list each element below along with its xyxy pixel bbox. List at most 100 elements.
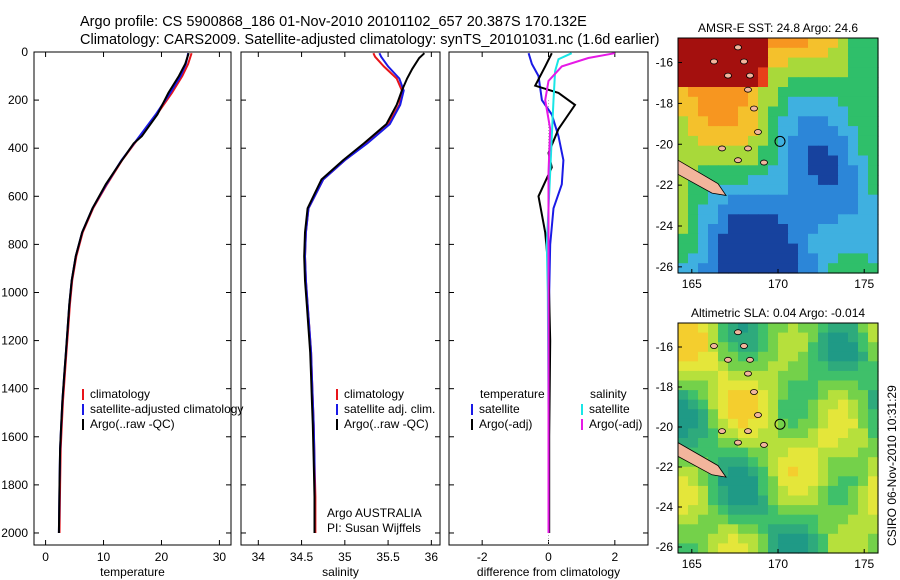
island-land: [740, 343, 748, 349]
legend-label: satellite adj. clim.: [344, 402, 435, 416]
legend-label: satellite: [589, 402, 630, 416]
map-y-tick-label: -18: [656, 96, 674, 110]
legend-label: climatology: [90, 387, 150, 401]
island-land: [744, 86, 752, 93]
x-tick-label: 20: [155, 550, 169, 564]
island-land: [710, 58, 718, 65]
island-land: [710, 343, 718, 349]
island-land: [724, 72, 732, 79]
x-tick-label: 35: [338, 550, 352, 564]
x-tick-label: 2: [611, 550, 618, 564]
y-tick-label: 1200: [1, 334, 28, 348]
x-tick-label: 30: [213, 550, 227, 564]
y-tick-label: 1800: [1, 478, 28, 492]
island-land: [734, 44, 742, 51]
timestamp-stamp: CSIRO 06-Nov-2010 10:31:29: [885, 385, 899, 546]
island-land: [754, 412, 762, 418]
map-x-tick-label: 175: [854, 277, 874, 291]
map-field: [678, 323, 879, 554]
series-line-satellite-adj-clim-: [303, 52, 405, 533]
x-tick-label: 34.5: [290, 550, 314, 564]
island-land: [754, 129, 762, 135]
series-line-argo-raw-qc-: [57, 52, 190, 534]
x-tick-label: 0: [545, 550, 552, 564]
axes-frame: [240, 51, 441, 546]
island-land: [760, 441, 768, 448]
island-land: [746, 72, 754, 79]
y-tick-label: 600: [8, 189, 28, 203]
map-field: [678, 38, 879, 274]
map-x-tick-label: 170: [768, 557, 788, 571]
legend-label: satellite: [479, 402, 520, 416]
map-x-tick-label: 165: [682, 277, 702, 291]
island-land: [734, 329, 742, 336]
series-line-argo-adj-: [544, 52, 615, 533]
map-y-tick-label: -20: [656, 137, 674, 151]
x-tick-label: -2: [477, 550, 488, 564]
y-tick-label: 400: [8, 141, 28, 155]
island-land: [750, 389, 758, 395]
argo-float-marker: [774, 135, 786, 147]
sst-map-panel: AMSR-E SST: 24.8 Argo: 24.6 165 170 175 -16 -…: [656, 21, 879, 291]
island-land: [740, 58, 748, 65]
map-y-tick-label: -24: [656, 219, 674, 233]
legend-label: salinity: [590, 387, 627, 401]
map-y-tick-label: -20: [656, 420, 674, 434]
map-y-tick-label: -24: [656, 500, 674, 514]
map-x-tick-label: 175: [854, 557, 874, 571]
island-land: [734, 157, 742, 164]
map-x-tick-label: 165: [682, 557, 702, 571]
x-axis-label: salinity: [322, 565, 359, 579]
header-line-1: Argo profile: CS 5900868_186 01-Nov-2010…: [80, 14, 587, 30]
legend-label: Argo(-adj): [589, 417, 642, 431]
series-line-satellite-adjusted-climatology: [57, 53, 190, 534]
legend-label: Argo(..raw -QC): [90, 417, 175, 431]
map-y-tick-label: -26: [656, 540, 674, 554]
y-tick-label: 200: [8, 93, 28, 107]
island-land: [746, 356, 754, 363]
island-land: [724, 356, 732, 363]
island-land: [750, 105, 758, 112]
island-land: [734, 439, 742, 446]
y-tick-label: 1600: [1, 430, 28, 444]
map-y-tick-label: -16: [656, 340, 674, 354]
series-line-argo-raw-qc-: [303, 52, 426, 533]
temperature-panel: 0 10 20 30 0 200 400 600 800 1000 1200 1400 1600 1800…: [1, 45, 243, 579]
x-axis-label: temperature: [100, 565, 165, 579]
header-line-2: Climatology: CARS2009. Satellite-adjuste…: [80, 32, 660, 48]
y-tick-label: 1000: [1, 285, 28, 299]
island-land: [744, 145, 752, 152]
legend-label: temperature: [480, 387, 545, 401]
legend-label: satellite-adjusted climatology: [90, 402, 243, 416]
x-tick-label: 36: [425, 550, 439, 564]
sla-map-panel: Altimetric SLA: 0.04 Argo: -0.014 165 170 1…: [656, 306, 879, 571]
credit-line-1: Argo AUSTRALIA: [327, 506, 422, 520]
map-x-tick-label: 170: [768, 277, 788, 291]
y-tick-label: 1400: [1, 382, 28, 396]
legend-label: climatology: [344, 387, 404, 401]
map-title: Altimetric SLA: 0.04 Argo: -0.014: [691, 306, 865, 320]
legend-label: Argo(..raw -QC): [344, 417, 429, 431]
island-land: [744, 370, 752, 377]
y-tick-label: 800: [8, 237, 28, 251]
series-line-climatology: [58, 52, 193, 534]
map-y-tick-label: -22: [656, 460, 674, 474]
island-land: [760, 159, 768, 166]
island-land: [744, 428, 752, 435]
map-title: AMSR-E SST: 24.8 Argo: 24.6: [698, 21, 858, 35]
map-y-tick-label: -16: [656, 56, 674, 70]
map-y-tick-label: -18: [656, 380, 674, 394]
y-tick-label: 2000: [1, 526, 28, 540]
x-axis-label: difference from climatology: [477, 565, 620, 579]
x-tick-label: 0: [42, 550, 49, 564]
series-line-satellite: [527, 52, 565, 533]
credit-line-2: PI: Susan Wijffels: [327, 521, 421, 535]
salinity-panel: 34 34.5 35 35.5 36 salinity climatologysatelli…: [240, 51, 441, 579]
island-land: [718, 428, 726, 435]
island-land: [718, 145, 726, 152]
y-tick-label: 0: [21, 45, 28, 59]
axes-frame: [33, 51, 232, 546]
map-y-tick-label: -22: [656, 178, 674, 192]
